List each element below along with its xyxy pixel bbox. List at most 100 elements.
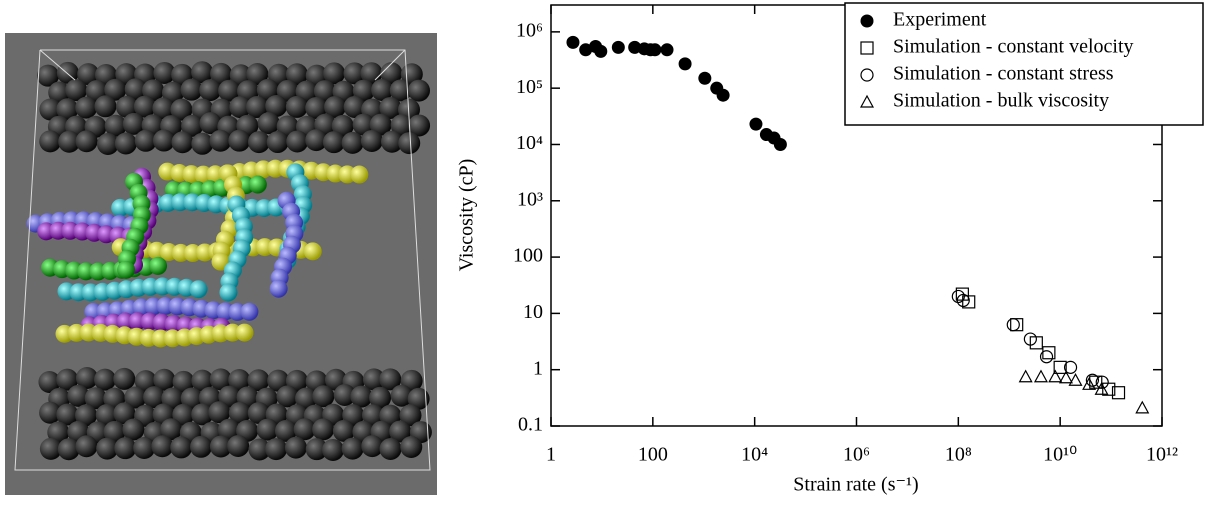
sphere [96, 132, 119, 155]
sphere [95, 404, 118, 427]
sphere [171, 131, 194, 154]
sphere [56, 98, 79, 121]
sphere [248, 438, 271, 461]
legend-marker [860, 14, 874, 28]
point [1058, 370, 1073, 384]
sphere [75, 367, 98, 390]
x-tick-label: 10⁴ [741, 444, 768, 466]
sphere [235, 323, 254, 342]
point [566, 35, 580, 49]
sphere [352, 79, 375, 102]
sphere [228, 129, 251, 152]
sphere [124, 78, 147, 101]
sphere [58, 130, 81, 153]
sphere [362, 368, 385, 391]
point [698, 71, 712, 85]
sphere [152, 129, 175, 152]
sphere [48, 81, 71, 104]
sphere [371, 79, 394, 102]
point [1095, 375, 1109, 389]
point [773, 137, 787, 151]
sphere [332, 419, 355, 442]
box-edge [374, 49, 406, 81]
sphere [75, 96, 98, 119]
point [1063, 360, 1078, 374]
sphere [208, 401, 231, 424]
point [1082, 377, 1097, 390]
sphere [380, 62, 403, 85]
sphere [361, 435, 384, 458]
point [648, 43, 662, 57]
sphere [398, 132, 421, 155]
sphere [153, 61, 176, 84]
sphere [343, 95, 366, 118]
y-tick-label: 10⁵ [516, 76, 543, 98]
sphere [331, 114, 354, 137]
sphere [217, 418, 240, 441]
sphere [285, 95, 308, 118]
sphere [133, 436, 156, 459]
sphere [390, 384, 413, 407]
sphere [390, 114, 413, 137]
sphere [284, 436, 307, 459]
sphere [143, 386, 166, 409]
sphere [209, 368, 232, 391]
point [1053, 360, 1067, 374]
sphere [153, 368, 176, 391]
sphere [379, 368, 402, 391]
sphere [350, 385, 373, 408]
point [1135, 400, 1150, 414]
sphere [67, 384, 90, 407]
sphere [379, 438, 402, 461]
sphere [160, 418, 183, 441]
sphere [77, 63, 100, 86]
sphere [293, 418, 316, 441]
point [628, 40, 642, 54]
sphere [407, 387, 430, 410]
sphere [191, 403, 214, 426]
sphere [180, 78, 203, 101]
sphere [65, 79, 88, 102]
sphere [37, 64, 60, 87]
sphere [269, 279, 288, 298]
sphere [295, 387, 318, 410]
sphere [240, 302, 259, 321]
sphere [256, 418, 279, 441]
sphere [210, 62, 233, 85]
sphere [114, 437, 137, 460]
point [1023, 332, 1037, 346]
sphere [305, 438, 328, 461]
sphere [199, 112, 222, 135]
sphere [114, 132, 137, 155]
sphere [267, 63, 290, 86]
sphere [380, 130, 403, 153]
sphere [122, 112, 145, 135]
point [1006, 318, 1020, 332]
y-tick-label: 10⁴ [516, 132, 543, 154]
point [1033, 369, 1048, 383]
sphere [379, 404, 402, 427]
sphere [103, 420, 126, 443]
x-tick-label: 100 [638, 444, 668, 466]
sphere [133, 95, 156, 118]
sphere [142, 79, 165, 102]
sphere [313, 80, 336, 103]
sphere [305, 96, 328, 119]
x-tick-label: 10⁶ [843, 444, 870, 466]
box-edge [14, 49, 431, 471]
sphere [312, 418, 335, 441]
point [951, 289, 965, 304]
sphere [265, 438, 288, 461]
sphere [369, 113, 392, 136]
sphere [39, 98, 62, 121]
sphere [350, 165, 369, 184]
sphere [209, 129, 232, 152]
sphere [172, 370, 195, 393]
point [962, 295, 976, 309]
legend-marker [860, 41, 874, 55]
sphere [333, 384, 356, 407]
sphere [199, 79, 222, 102]
x-tick-label: 1 [546, 444, 556, 466]
sphere [341, 437, 364, 460]
